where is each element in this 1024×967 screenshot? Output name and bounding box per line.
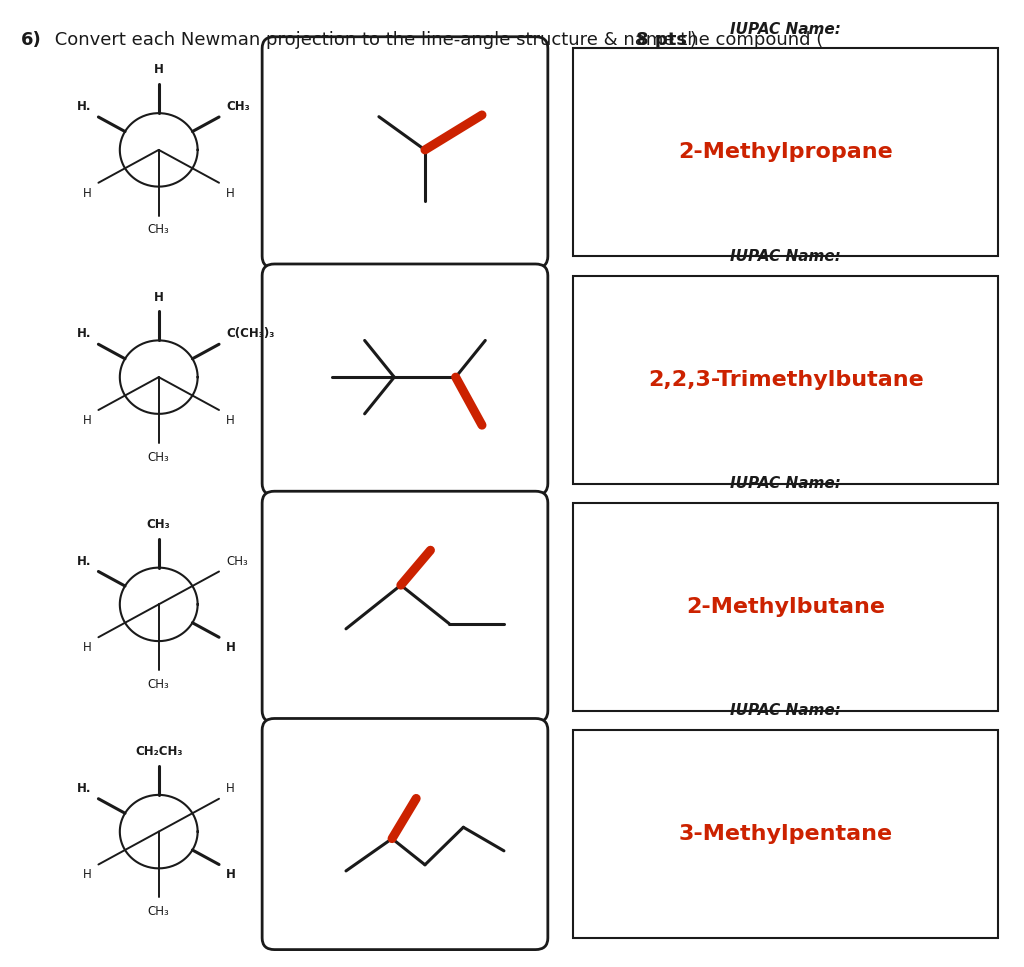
Text: IUPAC Name:: IUPAC Name: <box>730 21 842 37</box>
Text: H.: H. <box>77 328 91 340</box>
Text: CH₃: CH₃ <box>147 223 170 236</box>
Text: H.: H. <box>77 782 91 795</box>
FancyBboxPatch shape <box>262 37 548 268</box>
Text: H.: H. <box>77 555 91 568</box>
Text: H: H <box>226 868 236 881</box>
FancyBboxPatch shape <box>573 276 998 484</box>
Text: H: H <box>154 291 164 304</box>
Text: 2-Methylbutane: 2-Methylbutane <box>686 597 886 617</box>
Text: H: H <box>226 414 234 426</box>
Text: Convert each Newman projection to the line-angle structure & name the compound (: Convert each Newman projection to the li… <box>49 31 823 49</box>
Text: 8 pts: 8 pts <box>636 31 687 49</box>
Text: H: H <box>226 782 234 795</box>
FancyBboxPatch shape <box>573 48 998 256</box>
FancyBboxPatch shape <box>262 264 548 495</box>
Text: CH₃: CH₃ <box>147 451 170 463</box>
Text: CH₃: CH₃ <box>226 101 250 113</box>
Text: H: H <box>226 641 236 654</box>
Text: CH₂CH₃: CH₂CH₃ <box>135 746 182 758</box>
Text: H: H <box>226 187 234 199</box>
Text: 6): 6) <box>20 31 41 49</box>
Text: H: H <box>83 187 91 199</box>
Text: IUPAC Name:: IUPAC Name: <box>730 703 842 718</box>
Text: CH₃: CH₃ <box>146 518 171 531</box>
Text: H: H <box>154 64 164 76</box>
Text: 2,2,3-Trimethylbutane: 2,2,3-Trimethylbutane <box>648 369 924 390</box>
Text: H.: H. <box>77 101 91 113</box>
Text: IUPAC Name:: IUPAC Name: <box>730 249 842 264</box>
Text: 3-Methylpentane: 3-Methylpentane <box>679 824 893 844</box>
Text: ): ) <box>689 31 696 49</box>
FancyBboxPatch shape <box>262 491 548 722</box>
Text: C(CH₃)₃: C(CH₃)₃ <box>226 328 274 340</box>
Text: CH₃: CH₃ <box>147 678 170 690</box>
Text: H: H <box>83 868 91 881</box>
Text: CH₃: CH₃ <box>226 555 248 568</box>
FancyBboxPatch shape <box>573 503 998 711</box>
Text: IUPAC Name:: IUPAC Name: <box>730 476 842 491</box>
Text: CH₃: CH₃ <box>147 905 170 918</box>
Text: H: H <box>83 414 91 426</box>
FancyBboxPatch shape <box>262 718 548 950</box>
Text: 2-Methylpropane: 2-Methylpropane <box>679 142 893 162</box>
Text: H: H <box>83 641 91 654</box>
FancyBboxPatch shape <box>573 730 998 938</box>
